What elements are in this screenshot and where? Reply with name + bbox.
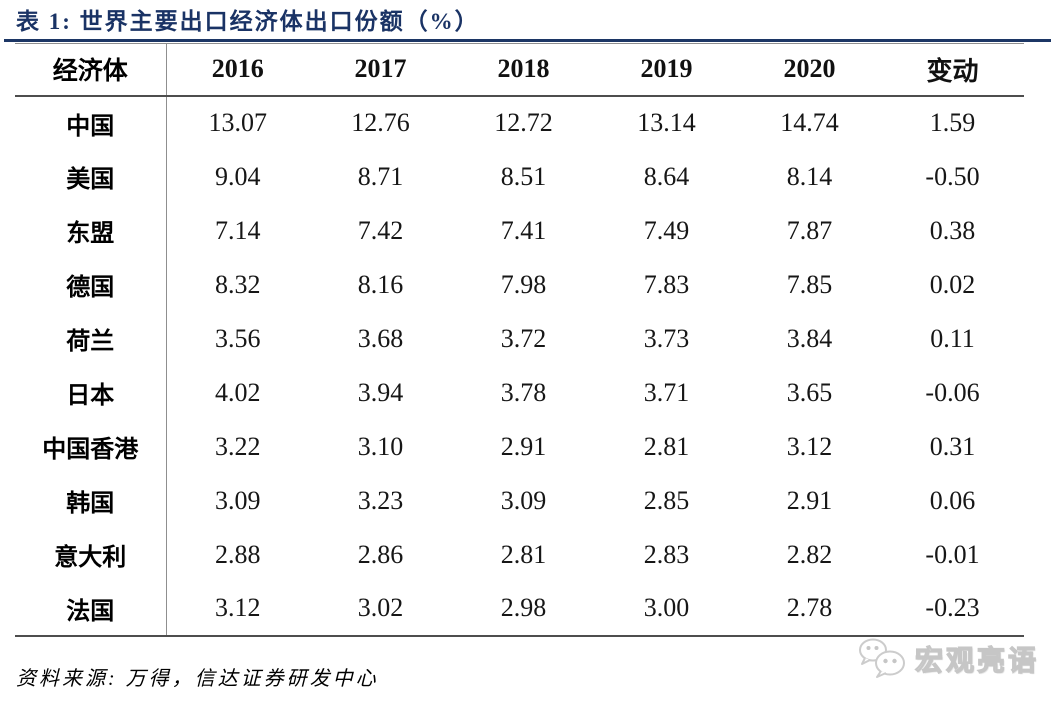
value-cell: 3.12 [786, 431, 833, 461]
value-cell: 3.22 [215, 431, 261, 461]
economy-label: 中国香港 [15, 419, 167, 474]
value-cell: 3.10 [357, 431, 404, 461]
table-row: 德国 8.32 8.16 7.98 7.83 7.85 0.02 [15, 257, 1024, 312]
value-cell: 9.04 [215, 161, 261, 191]
table-caption: 表 1: 世界主要出口经济体出口份额（%） [16, 9, 480, 34]
value-cell: 12.72 [494, 108, 553, 137]
value-cell: 2.88 [215, 539, 261, 569]
value-cell: 8.16 [357, 269, 404, 299]
table-row: 荷兰 3.56 3.68 3.72 3.73 3.84 0.11 [15, 311, 1024, 366]
value-cell: 8.32 [215, 269, 261, 299]
year-column-header: 2020 [783, 54, 836, 84]
value-cell: 7.83 [643, 269, 690, 299]
economy-label: 中国 [15, 95, 167, 150]
value-cell: 0.38 [929, 215, 976, 245]
value-cell: 2.83 [643, 539, 690, 569]
table-row: 东盟 7.14 7.42 7.41 7.49 7.87 0.38 [15, 203, 1024, 258]
export-share-table: 经济体 2016 2017 2018 2019 2020 变动 中国 13.07 12.76 12… [15, 43, 1024, 637]
value-cell: 13.14 [637, 108, 696, 137]
value-cell: 2.86 [357, 539, 404, 569]
table-row: 日本 4.02 3.94 3.78 3.71 3.65 -0.06 [15, 365, 1024, 420]
value-cell: 4.02 [215, 377, 261, 407]
value-cell: 7.41 [500, 215, 547, 245]
table-row: 中国香港 3.22 3.10 2.91 2.81 3.12 0.31 [15, 419, 1024, 474]
value-cell: 7.14 [215, 215, 261, 245]
value-cell: 7.49 [643, 215, 690, 245]
value-cell: 2.85 [643, 485, 690, 515]
value-cell: 7.42 [357, 215, 404, 245]
value-cell: 0.11 [930, 323, 975, 353]
value-cell: 12.76 [351, 108, 410, 137]
table-row: 中国 13.07 12.76 12.72 13.14 14.74 1.59 [15, 95, 1024, 150]
economy-label: 法国 [15, 581, 167, 636]
table-row: 意大利 2.88 2.86 2.81 2.83 2.82 -0.01 [15, 527, 1024, 582]
value-cell: 1.59 [929, 108, 976, 137]
value-cell: 3.09 [215, 485, 261, 515]
value-cell: -0.01 [925, 539, 980, 569]
year-column-header: 2016 [211, 54, 264, 84]
economy-label: 韩国 [15, 473, 167, 528]
value-cell: -0.23 [925, 593, 980, 622]
value-cell: 2.81 [500, 539, 547, 569]
value-cell: 14.74 [780, 108, 839, 137]
value-cell: 8.51 [500, 161, 547, 191]
caption-underline [4, 39, 1051, 42]
value-cell: 2.91 [786, 485, 833, 515]
value-cell: -0.06 [925, 377, 980, 407]
value-cell: 2.82 [786, 539, 833, 569]
value-cell: 3.02 [357, 593, 404, 622]
value-cell: 3.94 [357, 377, 404, 407]
value-cell: 7.98 [500, 269, 547, 299]
economy-label: 荷兰 [15, 311, 167, 366]
value-cell: 2.91 [500, 431, 547, 461]
value-cell: 3.09 [500, 485, 547, 515]
value-cell: 7.87 [786, 215, 833, 245]
value-cell: -0.50 [925, 161, 980, 191]
table-row: 法国 3.12 3.02 2.98 3.00 2.78 -0.23 [15, 581, 1024, 636]
economy-label: 德国 [15, 257, 167, 312]
value-cell: 0.02 [929, 269, 976, 299]
value-cell: 13.07 [208, 108, 268, 137]
value-cell: 8.71 [357, 161, 404, 191]
value-cell: 3.73 [643, 323, 690, 353]
value-cell: 3.84 [786, 323, 833, 353]
year-column-header: 2017 [354, 54, 407, 84]
economy-label: 美国 [15, 149, 167, 204]
economy-label: 日本 [15, 365, 167, 420]
value-cell: 0.06 [929, 485, 976, 515]
value-cell: 3.12 [215, 593, 261, 622]
value-cell: 2.78 [786, 593, 833, 622]
value-cell: 8.14 [786, 161, 833, 191]
economy-label: 意大利 [15, 527, 167, 582]
value-cell: 3.78 [500, 377, 547, 407]
report-table-figure: 表 1: 世界主要出口经济体出口份额（%） 经济体 2016 2017 2018 201… [0, 8, 1053, 691]
value-cell: 3.71 [643, 377, 690, 407]
value-cell: 7.85 [786, 269, 833, 299]
year-column-header: 变动 [926, 56, 979, 86]
value-cell: 3.23 [357, 485, 404, 515]
value-cell: 8.64 [643, 161, 690, 191]
value-cell: 0.31 [929, 431, 976, 461]
year-column-header: 2019 [640, 54, 693, 84]
value-cell: 3.72 [500, 323, 547, 353]
table-body: 中国 13.07 12.76 12.72 13.14 14.74 1.59 美国 9.04 8.7… [15, 95, 1024, 636]
header-row: 经济体 2016 2017 2018 2019 2020 变动 [15, 43, 1024, 96]
year-column-header: 2018 [497, 54, 550, 84]
value-cell: 2.81 [643, 431, 690, 461]
value-cell: 3.68 [357, 323, 404, 353]
value-cell: 3.65 [786, 377, 833, 407]
table-row: 韩国 3.09 3.23 3.09 2.85 2.91 0.06 [15, 473, 1024, 528]
value-cell: 2.98 [500, 593, 547, 622]
source-note: 资料来源: 万得，信达证券研发中心 [16, 667, 379, 690]
table-row: 美国 9.04 8.71 8.51 8.64 8.14 -0.50 [15, 149, 1024, 204]
economy-label: 东盟 [15, 203, 167, 258]
value-cell: 3.00 [643, 593, 690, 622]
value-cell: 3.56 [215, 323, 261, 353]
economy-column-header: 经济体 [15, 43, 167, 96]
